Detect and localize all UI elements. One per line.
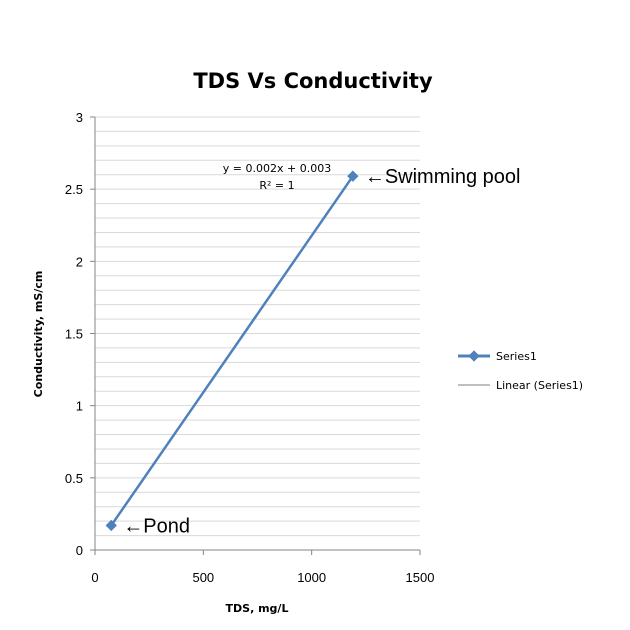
legend-series1-marker: [468, 350, 480, 362]
annotation-label: ←Swimming pool: [365, 166, 521, 188]
y-tick-label: 3: [76, 110, 83, 125]
trendline-equation-text: y = 0.002x + 0.003: [223, 162, 331, 175]
annotation-label: ←Pond: [123, 515, 190, 537]
legend: Series1 Linear (Series1): [458, 350, 583, 392]
x-tick-label: 1000: [297, 570, 326, 585]
tick-labels: 0 0.5 1 1.5 2 2.5 3 0 500 1000 1500: [65, 110, 435, 585]
y-tick-label: 2: [76, 254, 83, 269]
y-tick-label: 1: [76, 399, 83, 414]
x-tick-label: 0: [91, 570, 98, 585]
x-axis-label: TDS, mg/L: [226, 602, 289, 615]
y-tick-label: 2.5: [65, 182, 83, 197]
trendline-r-squared: R² = 1: [259, 179, 294, 192]
trendline-equation: y = 0.002x + 0.003 R² = 1: [223, 162, 331, 192]
axes: [90, 116, 421, 555]
series1-line: [110, 175, 354, 527]
y-tick-label: 1.5: [65, 327, 83, 342]
legend-item-linear: Linear (Series1): [458, 379, 583, 392]
gridlines: [95, 116, 420, 537]
y-tick-label: 0.5: [65, 471, 83, 486]
y-tick-label: 0: [76, 543, 83, 558]
y-axis-label: Conductivity, mS/cm: [32, 271, 45, 398]
x-tick-label: 500: [192, 570, 214, 585]
series-layer: [105, 170, 359, 532]
series1-point: [347, 170, 359, 182]
legend-linear-label: Linear (Series1): [496, 379, 583, 392]
legend-series1-label: Series1: [496, 350, 537, 363]
x-tick-label: 1500: [406, 570, 435, 585]
annotations: ←Pond ←Swimming pool: [123, 166, 520, 537]
chart-title: TDS Vs Conductivity: [193, 69, 433, 93]
legend-item-series1: Series1: [458, 350, 537, 363]
